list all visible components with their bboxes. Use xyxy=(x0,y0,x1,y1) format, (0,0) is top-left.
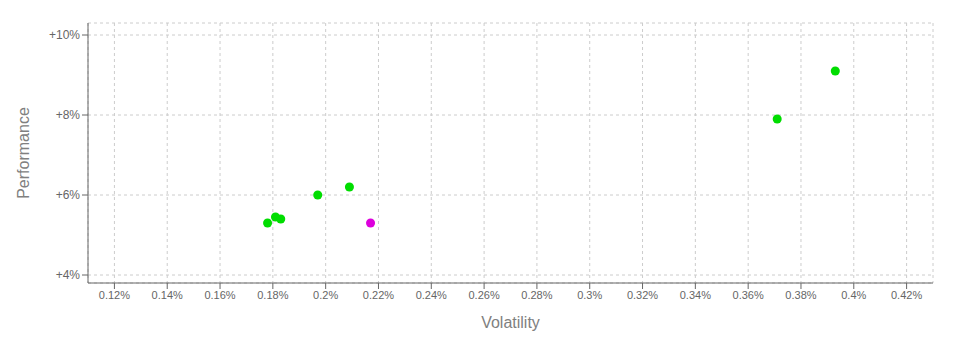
svg-text:0.22%: 0.22% xyxy=(363,289,394,301)
svg-text:0.24%: 0.24% xyxy=(416,289,447,301)
svg-text:0.14%: 0.14% xyxy=(152,289,183,301)
svg-text:0.42%: 0.42% xyxy=(891,289,922,301)
svg-text:0.32%: 0.32% xyxy=(627,289,658,301)
svg-text:0.34%: 0.34% xyxy=(680,289,711,301)
svg-text:+4%: +4% xyxy=(56,268,81,282)
svg-text:0.12%: 0.12% xyxy=(99,289,130,301)
svg-text:0.36%: 0.36% xyxy=(733,289,764,301)
svg-text:+8%: +8% xyxy=(56,108,81,122)
svg-text:0.3%: 0.3% xyxy=(577,289,602,301)
svg-text:Performance: Performance xyxy=(15,107,32,199)
svg-text:0.18%: 0.18% xyxy=(257,289,288,301)
svg-text:0.26%: 0.26% xyxy=(468,289,499,301)
svg-text:+10%: +10% xyxy=(49,28,80,42)
svg-text:0.2%: 0.2% xyxy=(313,289,338,301)
svg-text:0.28%: 0.28% xyxy=(521,289,552,301)
svg-text:Volatility: Volatility xyxy=(481,314,540,331)
svg-text:+6%: +6% xyxy=(56,188,81,202)
svg-text:0.16%: 0.16% xyxy=(204,289,235,301)
svg-text:0.38%: 0.38% xyxy=(785,289,816,301)
svg-text:0.4%: 0.4% xyxy=(841,289,866,301)
